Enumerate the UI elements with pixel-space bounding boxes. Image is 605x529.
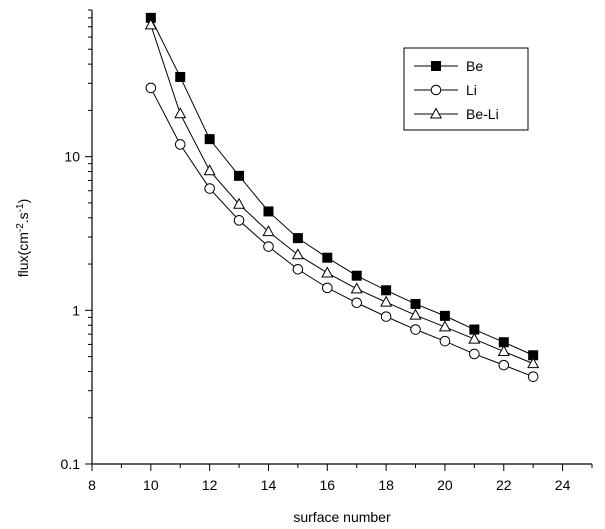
data-point	[321, 282, 333, 294]
legend-item: Be	[414, 58, 483, 74]
y-ticks: 0.1 1 10	[61, 9, 92, 472]
data-point	[144, 18, 157, 30]
data-point	[350, 282, 363, 294]
x-tick-label: 12	[202, 477, 218, 493]
series-layer	[144, 12, 540, 382]
x-tick-label: 8	[88, 477, 96, 493]
data-point	[498, 359, 510, 371]
series-line	[150, 87, 534, 378]
data-point	[145, 82, 157, 94]
data-point	[322, 252, 333, 263]
x-tick-label: 18	[378, 477, 394, 493]
legend-marker	[430, 84, 442, 96]
y-axis-label: flux(cm-2.s-1)	[15, 199, 31, 278]
data-point	[234, 170, 245, 181]
data-point	[233, 197, 246, 209]
data-point	[468, 332, 481, 344]
y-tick-label: 0.1	[61, 456, 81, 472]
data-point	[410, 324, 421, 335]
x-tick-label: 10	[143, 477, 159, 493]
data-point	[233, 215, 245, 226]
y-tick-label: 10	[64, 149, 80, 165]
x-tick-label: 22	[496, 477, 512, 493]
data-point	[409, 308, 422, 320]
data-point	[527, 357, 540, 369]
legend-item: Li	[414, 82, 477, 98]
data-point	[291, 248, 304, 260]
data-point	[439, 335, 451, 347]
data-point	[381, 285, 392, 296]
data-point	[321, 266, 334, 278]
data-point	[263, 206, 274, 217]
data-point	[380, 311, 392, 322]
x-ticks: 8 10 12 14 16 18 20 22 24	[88, 464, 593, 493]
data-point	[204, 183, 215, 194]
data-point	[204, 134, 215, 145]
legend-frame	[403, 47, 529, 131]
series-be-li	[144, 18, 540, 369]
data-point	[351, 270, 362, 281]
y-tick-label: 1	[72, 302, 80, 318]
data-point	[175, 71, 186, 82]
legend-marker	[429, 107, 443, 119]
legend: Be Li Be-Li	[403, 47, 529, 131]
x-tick-label: 20	[437, 477, 453, 493]
data-point	[527, 371, 539, 382]
x-tick-label: 16	[320, 477, 336, 493]
x-tick-label: 24	[555, 477, 571, 493]
data-point	[439, 310, 450, 321]
data-point	[292, 263, 304, 275]
legend-marker	[431, 61, 441, 71]
data-point	[292, 233, 303, 244]
data-point	[262, 225, 275, 237]
data-point	[174, 107, 187, 119]
legend-item: Be-Li	[414, 106, 499, 122]
series-line	[150, 24, 534, 365]
y-axis-label-sup2: -1	[15, 203, 26, 212]
data-point	[263, 241, 274, 252]
x-axis-label: surface number	[293, 509, 391, 525]
legend-label: Li	[466, 82, 477, 98]
data-point	[203, 164, 216, 176]
data-point	[410, 298, 421, 309]
axes: 8 10 12 14 16 18 20 22 24 0.1 1 10	[61, 9, 593, 493]
data-point	[380, 295, 393, 307]
legend-label: Be-Li	[466, 106, 499, 122]
data-point	[438, 320, 451, 332]
data-point	[469, 348, 480, 360]
series-li	[145, 82, 539, 382]
x-tick-label: 14	[261, 477, 277, 493]
data-point	[351, 297, 363, 309]
legend-label: Be	[466, 58, 483, 74]
data-point	[174, 139, 186, 150]
y-axis-label-sup1: -2	[15, 223, 26, 232]
data-point	[497, 344, 510, 356]
